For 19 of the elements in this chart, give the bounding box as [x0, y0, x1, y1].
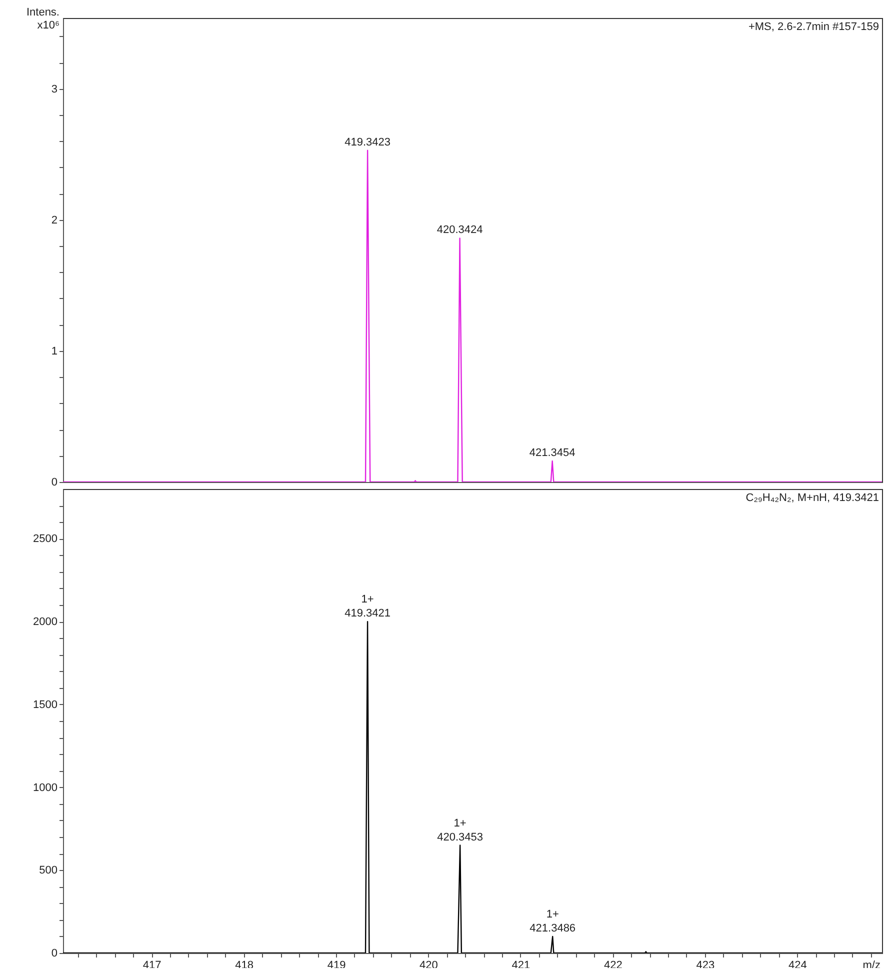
y-tick-label: 1000: [33, 782, 58, 794]
y-tick-label: 0: [51, 476, 58, 488]
y-tick-label: 500: [39, 864, 58, 877]
annotation: 420.3424: [436, 224, 483, 236]
y-tick-label: 2000: [33, 616, 58, 628]
y-tick-label: 2: [51, 214, 58, 226]
y-tick-label: 0: [51, 948, 58, 960]
y-tick-label: 1500: [33, 698, 58, 711]
y-tick-label: 2500: [33, 533, 58, 546]
annotation: 419.3423: [344, 136, 391, 148]
y-tick-label: 1: [51, 345, 58, 358]
annotation: 421.3454: [529, 447, 576, 460]
y-axis-title: Intens. x10⁶: [26, 6, 60, 32]
annotation: 1+ 420.3453: [437, 817, 484, 844]
annotation: 1+ 421.3486: [530, 908, 576, 934]
annotation: 1+ 419.3421: [344, 594, 390, 620]
annotation: C₂₉H₄₂N₂, M+nH, 419.3421: [746, 492, 879, 504]
y-tick-label: 3: [51, 83, 58, 96]
annotation: +MS, 2.6-2.7min #157-159: [748, 21, 879, 33]
